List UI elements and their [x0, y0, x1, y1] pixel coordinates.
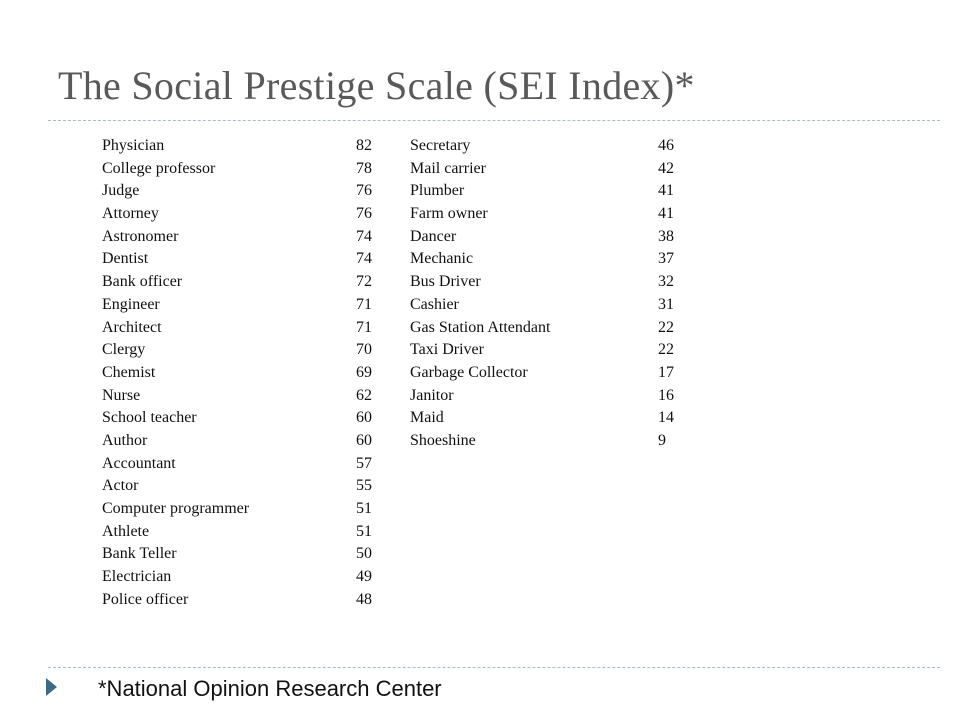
occupation-name: Gas Station Attendant [410, 318, 551, 336]
prestige-score: 37 [658, 250, 674, 268]
occupation-name: Clergy [102, 341, 146, 359]
occupation-name: Bank Teller [102, 545, 177, 563]
prestige-score: 57 [356, 454, 372, 472]
occupation-name: Farm owner [410, 205, 488, 223]
occupation-name: Garbage Collector [410, 363, 528, 381]
occupation-name: Bank officer [102, 273, 183, 291]
prestige-score: 49 [356, 568, 372, 586]
occupation-name: Secretary [410, 137, 471, 154]
prestige-score: 14 [658, 409, 674, 427]
prestige-score: 22 [658, 341, 674, 359]
occupation-name: Chemist [102, 363, 156, 381]
prestige-score: 51 [356, 500, 372, 517]
occupation-name: Computer programmer [102, 500, 250, 517]
occupation-name: Janitor [410, 386, 454, 404]
prestige-score: 50 [356, 545, 372, 563]
occupation-name: Athlete [102, 522, 150, 540]
title-divider [48, 120, 940, 121]
prestige-score: 62 [356, 386, 372, 404]
occupation-name: Maid [410, 409, 444, 427]
prestige-score: 46 [658, 137, 674, 154]
source-footnote: *National Opinion Research Center [98, 676, 442, 701]
occupation-name: Taxi Driver [410, 341, 484, 359]
occupation-name: Dentist [102, 250, 149, 268]
prestige-score: 71 [356, 295, 372, 313]
occupation-name: Dancer [410, 227, 457, 245]
prestige-score: 71 [356, 318, 372, 336]
prestige-score: 72 [356, 273, 372, 291]
prestige-score: 22 [658, 318, 674, 336]
occupation-name: Electrician [102, 568, 172, 586]
occupation-name: Judge [102, 182, 140, 200]
prestige-score: 78 [356, 159, 372, 177]
prestige-score: 48 [356, 590, 372, 608]
prestige-score: 74 [356, 250, 372, 268]
prestige-score: 69 [356, 363, 372, 381]
occupation-name: Mechanic [410, 250, 474, 268]
prestige-score: 55 [356, 477, 372, 495]
prestige-score: 16 [658, 386, 674, 404]
prestige-score: 41 [658, 205, 674, 223]
prestige-score: 9 [658, 431, 666, 449]
prestige-score: 42 [658, 159, 674, 177]
prestige-score: 38 [658, 227, 674, 245]
prestige-score: 51 [356, 522, 372, 540]
prestige-score: 60 [356, 409, 372, 427]
occupation-name: Mail carrier [410, 159, 486, 177]
occupation-name: Physician [102, 137, 165, 154]
occupation-name: Attorney [102, 205, 159, 223]
prestige-score: 41 [658, 182, 674, 200]
occupation-name: Author [102, 431, 148, 449]
occupation-name: Astronomer [102, 227, 179, 245]
prestige-score: 76 [356, 182, 372, 200]
triangle-bullet-icon [46, 678, 57, 696]
occupation-name: Accountant [102, 454, 176, 472]
prestige-score: 82 [356, 137, 372, 154]
footer-divider [48, 667, 940, 668]
occupation-name: Actor [102, 477, 139, 495]
occupation-name: Nurse [102, 386, 141, 404]
prestige-score: 70 [356, 341, 372, 359]
occupation-name: College professor [102, 159, 216, 177]
occupation-name: Engineer [102, 295, 160, 313]
prestige-score: 60 [356, 431, 372, 449]
occupation-name: School teacher [102, 409, 197, 427]
prestige-score: 31 [658, 295, 674, 313]
occupation-name: Cashier [410, 295, 459, 313]
prestige-score: 74 [356, 227, 372, 245]
occupation-name: Architect [102, 318, 162, 336]
slide-title: The Social Prestige Scale (SEI Index)* [58, 63, 695, 108]
occupation-name: Shoeshine [410, 431, 476, 449]
prestige-score: 76 [356, 205, 372, 223]
prestige-score: 17 [658, 363, 674, 381]
occupation-name: Plumber [410, 182, 465, 200]
occupation-name: Bus Driver [410, 273, 481, 291]
prestige-score: 32 [658, 273, 674, 291]
occupation-name: Police officer [102, 590, 189, 608]
